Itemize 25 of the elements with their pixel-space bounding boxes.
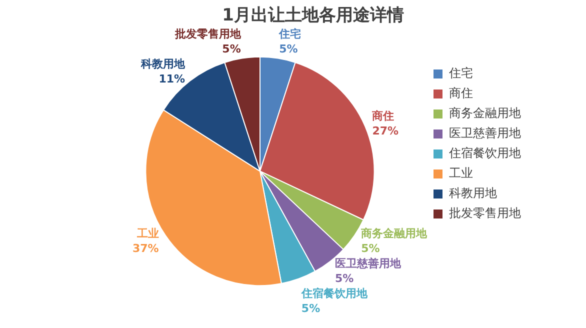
legend-label: 商住 [449, 86, 473, 100]
data-label: 37% [132, 242, 159, 255]
slice-label: 商务金融用地 [360, 226, 428, 240]
data-label: 5% [334, 272, 354, 285]
data-label: 5% [361, 242, 380, 255]
slice-label: 住宅 [278, 27, 302, 40]
chart-title: 1月出让土地各用途详情 [222, 6, 404, 26]
legend-label: 医卫慈善用地 [449, 126, 521, 140]
data-label: 11% [158, 72, 186, 86]
slice-label: 工业 [136, 226, 159, 240]
slice-label: 商住 [371, 109, 394, 122]
data-label: 5% [222, 42, 241, 56]
slice-label: 科教用地 [140, 57, 186, 70]
legend-label: 住宅 [448, 66, 473, 80]
slice-label: 住宿餐饮用地 [300, 286, 368, 300]
legend-label: 批发零售用地 [449, 206, 521, 220]
slice-label: 批发零售用地 [174, 27, 242, 40]
data-label: 5% [301, 302, 320, 315]
legend-label: 工业 [449, 166, 473, 180]
legend-label: 商务金融用地 [449, 106, 521, 120]
data-label: 5% [279, 42, 298, 56]
legend-label: 住宿餐饮用地 [448, 146, 521, 160]
slice-label: 医卫慈善用地 [334, 256, 402, 270]
data-label: 27% [372, 124, 399, 138]
legend-label: 科教用地 [449, 186, 497, 200]
